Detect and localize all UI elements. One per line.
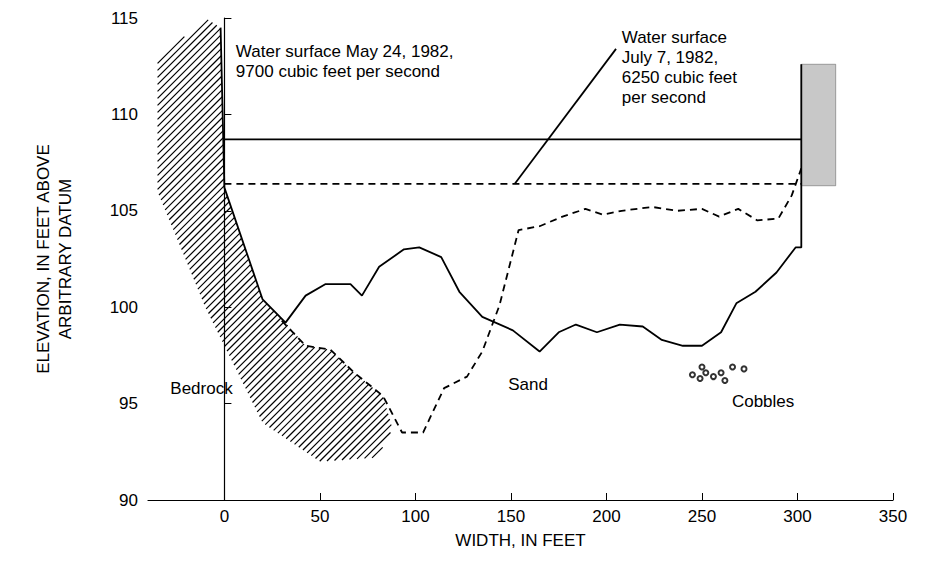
svg-text:100: 100 [401, 507, 429, 526]
svg-text:200: 200 [592, 507, 620, 526]
svg-text:Cobbles: Cobbles [732, 392, 794, 411]
svg-text:110: 110 [111, 105, 138, 124]
svg-text:250: 250 [688, 507, 716, 526]
svg-text:350: 350 [879, 507, 907, 526]
svg-text:95: 95 [119, 394, 138, 413]
svg-text:per second: per second [622, 88, 706, 107]
svg-text:Water surface May 24, 1982,: Water surface May 24, 1982, [236, 42, 454, 61]
svg-text:100: 100 [110, 298, 138, 317]
svg-text:105: 105 [110, 201, 138, 220]
svg-text:Bedrock: Bedrock [170, 379, 233, 398]
svg-text:ARBITRARY DATUM: ARBITRARY DATUM [56, 179, 75, 340]
svg-text:150: 150 [497, 507, 525, 526]
svg-text:WIDTH, IN FEET: WIDTH, IN FEET [455, 531, 585, 550]
svg-text:0: 0 [220, 507, 229, 526]
svg-text:July 7, 1982,: July 7, 1982, [622, 48, 718, 67]
svg-text:300: 300 [783, 507, 811, 526]
svg-text:50: 50 [310, 507, 329, 526]
svg-text:ELEVATION, IN FEET ABOVE: ELEVATION, IN FEET ABOVE [34, 144, 53, 374]
svg-text:90: 90 [119, 491, 138, 510]
svg-text:Water surface: Water surface [622, 28, 727, 47]
svg-text:Sand: Sand [508, 375, 548, 394]
svg-text:115: 115 [111, 9, 138, 28]
svg-text:9700 cubic feet per second: 9700 cubic feet per second [236, 62, 440, 81]
svg-text:6250 cubic feet: 6250 cubic feet [622, 68, 738, 87]
